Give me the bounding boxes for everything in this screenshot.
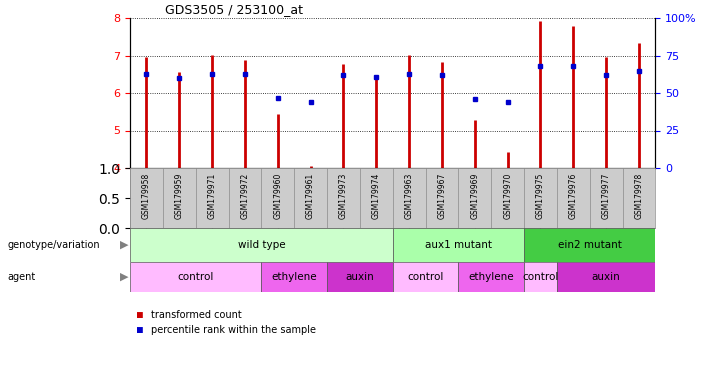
- Bar: [590, 168, 622, 228]
- Text: aux1 mutant: aux1 mutant: [425, 240, 492, 250]
- Text: ■: ■: [137, 325, 143, 335]
- Text: GSM179958: GSM179958: [142, 173, 151, 219]
- Text: ▶: ▶: [119, 272, 128, 282]
- Text: percentile rank within the sample: percentile rank within the sample: [151, 325, 316, 335]
- Bar: [524, 168, 557, 228]
- Text: agent: agent: [7, 272, 35, 282]
- Text: ■: ■: [137, 310, 143, 320]
- Text: GSM179972: GSM179972: [240, 173, 250, 219]
- Text: GSM179961: GSM179961: [306, 173, 315, 219]
- Bar: [327, 168, 360, 228]
- Bar: [130, 168, 163, 228]
- Text: ▶: ▶: [119, 240, 128, 250]
- Text: control: control: [177, 272, 214, 282]
- Text: GSM179974: GSM179974: [372, 173, 381, 219]
- Text: GSM179975: GSM179975: [536, 173, 545, 219]
- Bar: [130, 262, 261, 292]
- Bar: [557, 168, 590, 228]
- Text: wild type: wild type: [238, 240, 285, 250]
- Bar: [458, 168, 491, 228]
- Text: genotype/variation: genotype/variation: [7, 240, 100, 250]
- Text: GSM179960: GSM179960: [273, 173, 283, 219]
- Text: GSM179959: GSM179959: [175, 173, 184, 219]
- Text: ein2 mutant: ein2 mutant: [558, 240, 622, 250]
- Bar: [393, 168, 426, 228]
- Text: GSM179976: GSM179976: [569, 173, 578, 219]
- Bar: [360, 168, 393, 228]
- Bar: [491, 168, 524, 228]
- Text: auxin: auxin: [592, 272, 620, 282]
- Bar: [622, 168, 655, 228]
- Text: GDS3505 / 253100_at: GDS3505 / 253100_at: [165, 3, 303, 16]
- Bar: [557, 262, 655, 292]
- Bar: [261, 168, 294, 228]
- Bar: [196, 168, 229, 228]
- Text: control: control: [407, 272, 444, 282]
- Text: transformed count: transformed count: [151, 310, 242, 320]
- Text: ethylene: ethylene: [468, 272, 514, 282]
- Bar: [393, 262, 458, 292]
- Text: GSM179969: GSM179969: [470, 173, 479, 219]
- Text: auxin: auxin: [346, 272, 374, 282]
- Text: control: control: [522, 272, 559, 282]
- Text: GSM179971: GSM179971: [207, 173, 217, 219]
- Text: GSM179970: GSM179970: [503, 173, 512, 219]
- Bar: [130, 228, 393, 262]
- Text: GSM179978: GSM179978: [634, 173, 644, 219]
- Bar: [294, 168, 327, 228]
- Text: GSM179963: GSM179963: [404, 173, 414, 219]
- Bar: [163, 168, 196, 228]
- Bar: [393, 228, 524, 262]
- Bar: [261, 262, 327, 292]
- Bar: [229, 168, 261, 228]
- Bar: [524, 228, 655, 262]
- Bar: [524, 262, 557, 292]
- Text: ethylene: ethylene: [271, 272, 317, 282]
- Bar: [327, 262, 393, 292]
- Text: GSM179977: GSM179977: [601, 173, 611, 219]
- Text: GSM179973: GSM179973: [339, 173, 348, 219]
- Text: GSM179967: GSM179967: [437, 173, 447, 219]
- Bar: [458, 262, 524, 292]
- Bar: [426, 168, 458, 228]
